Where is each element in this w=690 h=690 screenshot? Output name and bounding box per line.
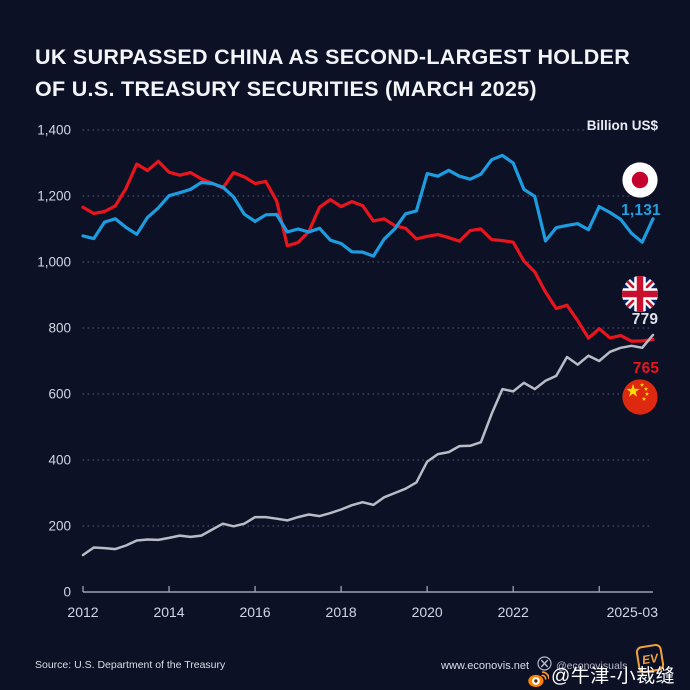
svg-text:1,000: 1,000 [37, 255, 71, 270]
unit-label: Billion US$ [586, 118, 658, 133]
svg-text:1,200: 1,200 [37, 189, 71, 204]
x-logo-icon [537, 656, 552, 676]
x-handle: @econovisuals [556, 660, 628, 672]
uk-flag-icon [622, 276, 658, 312]
china-flag-icon [622, 379, 658, 415]
svg-text:2020: 2020 [412, 604, 443, 620]
title-line-2: OF U.S. TREASURY SECURITIES (MARCH 2025) [35, 77, 537, 102]
page-title: UK SURPASSED CHINA AS SECOND-LARGEST HOL… [35, 41, 665, 105]
china-value-label: 765 [632, 360, 660, 377]
title-line-1: UK SURPASSED CHINA AS SECOND-LARGEST HOL… [35, 45, 631, 70]
svg-text:2012: 2012 [67, 604, 98, 620]
svg-text:400: 400 [48, 453, 71, 468]
svg-text:0: 0 [63, 585, 71, 600]
svg-text:200: 200 [48, 519, 71, 534]
weibo-icon [527, 667, 550, 690]
svg-text:2014: 2014 [153, 604, 184, 620]
svg-text:2022: 2022 [498, 604, 529, 620]
uk-value-label: 779 [631, 311, 659, 328]
japan-value-label: 1,131 [621, 202, 661, 219]
watermark-handle: @牛津-小裁缝 [551, 666, 676, 687]
japan-flag-icon [622, 162, 658, 198]
svg-text:2018: 2018 [326, 604, 357, 620]
svg-text:600: 600 [48, 387, 71, 402]
svg-text:800: 800 [48, 321, 71, 336]
svg-text:2025-03: 2025-03 [607, 604, 659, 620]
svg-text:1,400: 1,400 [37, 123, 71, 138]
watermark: @牛津-小裁缝 [527, 661, 675, 690]
source-note: Source: U.S. Department of the Treasury [35, 659, 226, 671]
website-text: www.econovis.net [441, 660, 530, 672]
svg-text:2016: 2016 [239, 604, 270, 620]
